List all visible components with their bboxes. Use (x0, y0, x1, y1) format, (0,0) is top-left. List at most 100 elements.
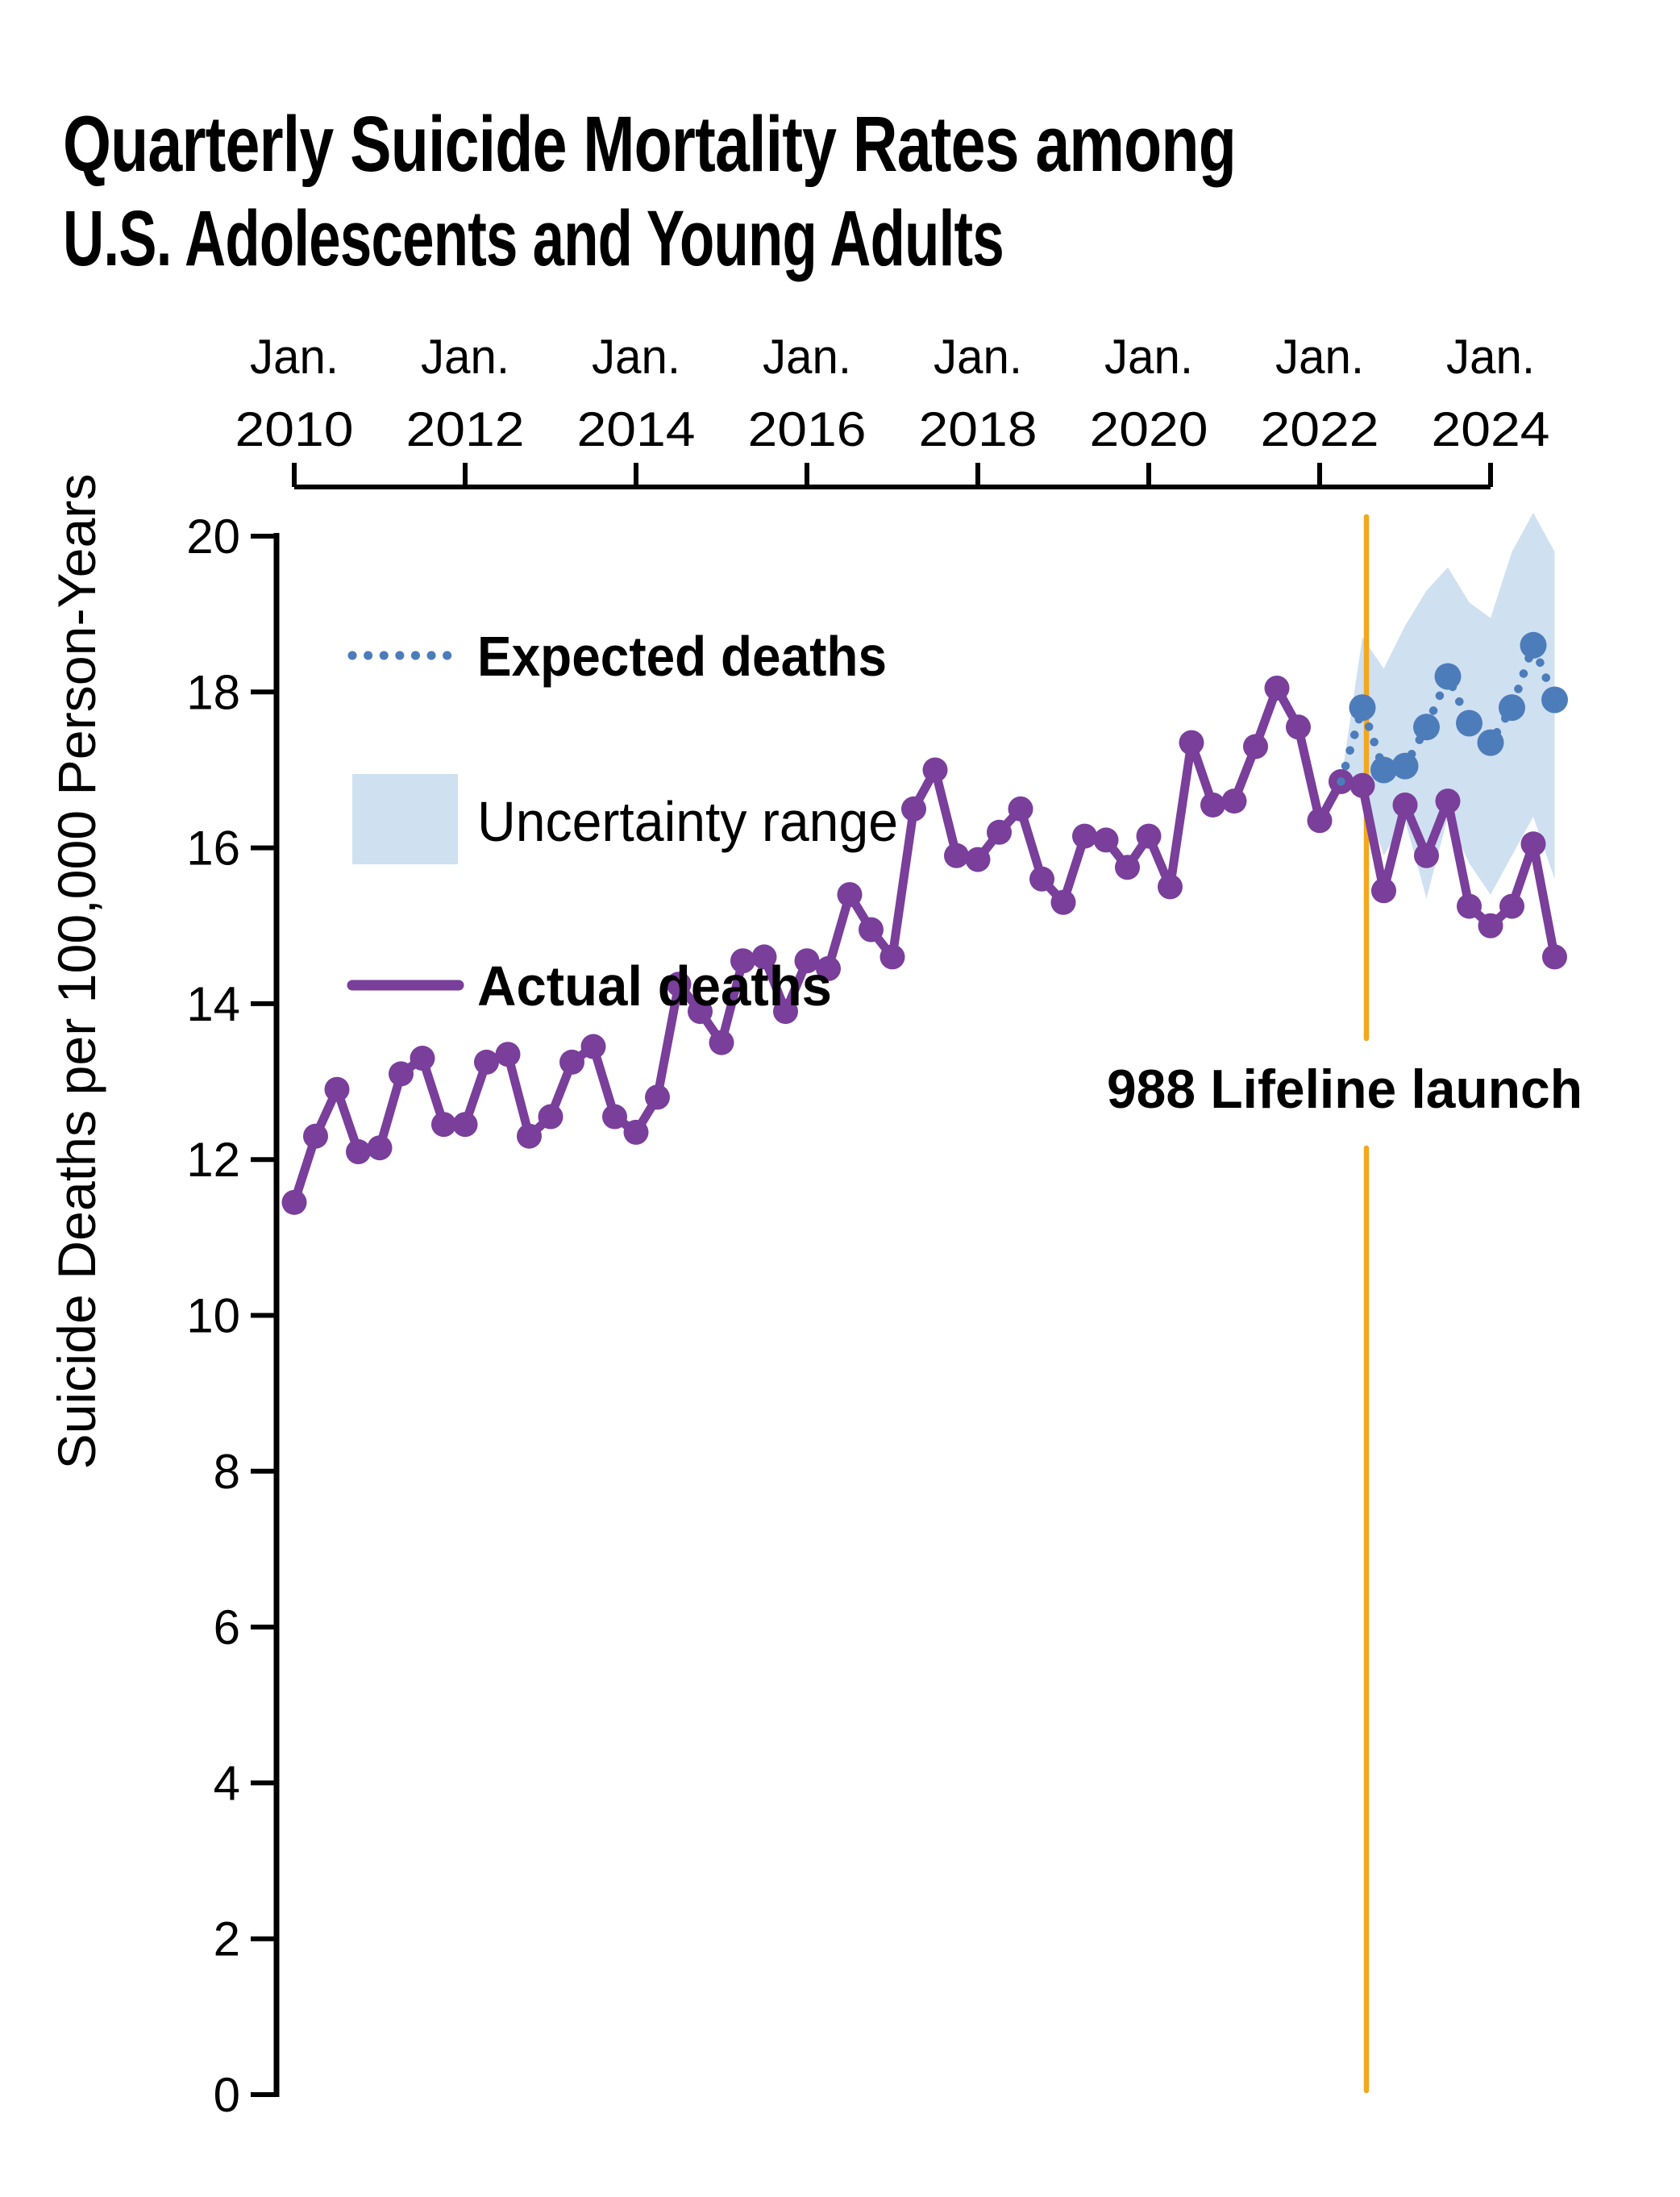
legend: Expected deaths Uncertainty range Actual… (347, 625, 898, 1017)
actual-deaths-point (1264, 675, 1290, 701)
x-tick-label-year: 2014 (577, 402, 696, 456)
actual-deaths-point (1050, 889, 1076, 915)
actual-deaths-point (431, 1112, 456, 1138)
y-tick-label: 10 (186, 1289, 240, 1343)
x-tick-label-month: Jan. (934, 330, 1022, 384)
expected-deaths-point (1541, 686, 1568, 714)
expected-deaths-point (1413, 714, 1440, 741)
actual-deaths-point (1371, 878, 1396, 904)
x-tick-label-year: 2010 (235, 402, 354, 456)
x-tick-label-month: Jan. (763, 330, 851, 384)
y-tick-label: 0 (214, 2068, 240, 2122)
actual-deaths-point (816, 955, 841, 981)
actual-deaths-point (1179, 730, 1204, 755)
expected-deaths-line (1337, 641, 1559, 786)
actual-deaths-point (538, 1104, 563, 1130)
y-axis-label: Suicide Deaths per 100,000 Person-Years (47, 474, 106, 1470)
actual-deaths-point (1457, 893, 1482, 919)
expected-deaths-point (1520, 631, 1547, 659)
x-tick-label-year: 2016 (748, 402, 867, 456)
actual-deaths-point (623, 1119, 649, 1145)
actual-deaths-point (346, 1139, 371, 1165)
actual-deaths-point (1499, 893, 1524, 919)
actual-deaths-point (645, 1084, 670, 1110)
actual-deaths-point (901, 796, 926, 822)
x-tick-label-month: Jan. (421, 330, 509, 384)
expected-deaths-point (1349, 694, 1376, 722)
actual-deaths-point (389, 1061, 414, 1087)
y-tick-label: 6 (214, 1600, 240, 1654)
x-tick-label-year: 2024 (1432, 402, 1550, 456)
actual-deaths-point (1158, 874, 1183, 900)
actual-deaths-point (324, 1076, 350, 1102)
expected-deaths-point (1434, 663, 1462, 690)
actual-deaths-point (1392, 792, 1418, 818)
actual-deaths-point (1136, 823, 1162, 849)
actual-deaths-point (773, 999, 798, 1025)
actual-deaths-point (1435, 789, 1461, 814)
expected-deaths-point (1477, 729, 1504, 756)
actual-deaths-point (987, 819, 1012, 845)
x-tick-label-month: Jan. (1275, 330, 1364, 384)
actual-deaths-point (751, 944, 777, 970)
expected-deaths-point (1370, 756, 1397, 784)
actual-deaths-point (495, 1042, 521, 1067)
expected-deaths-point (1499, 694, 1525, 722)
actual-deaths-point (367, 1135, 393, 1161)
actual-deaths-point (474, 1049, 499, 1075)
legend-band-swatch (352, 774, 458, 864)
actual-deaths-point (517, 1123, 542, 1149)
actual-deaths-point (880, 944, 905, 970)
actual-deaths-point (837, 882, 863, 908)
actual-deaths-point (1008, 796, 1033, 822)
actual-deaths-point (794, 948, 820, 974)
chart-title-line2: U.S. Adolescents and Young Adults (63, 194, 1004, 282)
actual-deaths-point (688, 999, 713, 1025)
actual-deaths-point (859, 917, 884, 942)
actual-deaths-point (1414, 843, 1439, 868)
launch-annotation-label: 988 Lifeline launch (1107, 1059, 1582, 1120)
actual-deaths-series (281, 675, 1567, 1215)
x-tick-label-year: 2020 (1090, 402, 1208, 456)
y-tick-label: 2 (214, 1912, 240, 1966)
actual-deaths-point (1200, 792, 1225, 818)
actual-deaths-point (452, 1112, 478, 1138)
legend-uncertainty-label: Uncertainty range (477, 790, 898, 853)
actual-deaths-point (709, 1030, 734, 1055)
x-tick-label-year: 2022 (1261, 402, 1379, 456)
actual-deaths-point (580, 1034, 606, 1059)
actual-deaths-point (1478, 913, 1503, 938)
actual-deaths-point (666, 972, 692, 997)
y-tick-label: 14 (186, 977, 240, 1031)
actual-deaths-point (944, 843, 969, 868)
actual-deaths-point (1093, 827, 1119, 853)
actual-deaths-point (922, 757, 948, 783)
x-tick-label-month: Jan. (592, 330, 680, 384)
y-tick-label: 18 (186, 665, 240, 719)
actual-deaths-point (730, 948, 755, 974)
x-tick-label-month: Jan. (1446, 330, 1535, 384)
x-tick-label-month: Jan. (1104, 330, 1193, 384)
actual-deaths-point (1286, 714, 1311, 740)
actual-deaths-point (1029, 866, 1054, 892)
expected-deaths-point (1456, 709, 1482, 737)
y-tick-label: 20 (186, 510, 240, 564)
actual-deaths-point (1243, 734, 1268, 759)
chart-title-line1: Quarterly Suicide Mortality Rates among (63, 100, 1236, 188)
legend-actual-label: Actual deaths (477, 955, 832, 1017)
actual-deaths-point (1307, 808, 1333, 834)
x-tick-label-year: 2018 (919, 402, 1038, 456)
y-tick-label: 4 (214, 1756, 240, 1810)
y-tick-label: 12 (186, 1133, 240, 1187)
actual-deaths-point (559, 1049, 584, 1075)
actual-deaths-point (281, 1189, 307, 1215)
actual-deaths-point (1349, 772, 1375, 798)
actual-deaths-point (1542, 944, 1567, 970)
expected-deaths-point (1391, 752, 1419, 780)
x-tick-label-year: 2012 (406, 402, 525, 456)
expected-deaths-series (1337, 631, 1568, 786)
y-tick-label: 8 (214, 1445, 240, 1499)
actual-deaths-point (602, 1104, 627, 1130)
